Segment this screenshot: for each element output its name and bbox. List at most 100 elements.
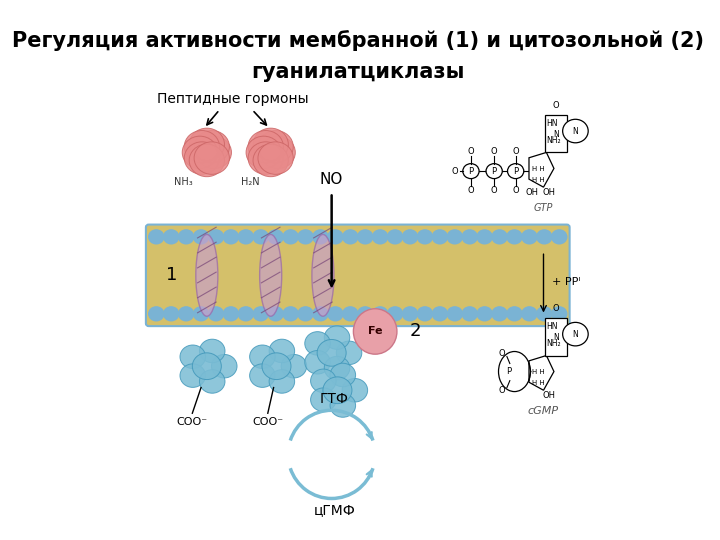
Text: O: O	[513, 186, 519, 195]
Text: Пептидные гормоны: Пептидные гормоны	[157, 92, 309, 106]
Circle shape	[260, 136, 295, 168]
Circle shape	[462, 230, 477, 244]
Circle shape	[492, 307, 507, 321]
Circle shape	[269, 339, 294, 363]
Text: COO⁻: COO⁻	[177, 417, 208, 427]
Circle shape	[310, 369, 336, 393]
Circle shape	[330, 394, 356, 417]
Circle shape	[223, 307, 238, 321]
Circle shape	[552, 230, 567, 244]
Circle shape	[180, 345, 205, 368]
Circle shape	[262, 353, 291, 380]
Circle shape	[313, 307, 328, 321]
Circle shape	[336, 341, 362, 365]
Circle shape	[223, 230, 238, 244]
Text: NH₂: NH₂	[546, 339, 560, 348]
Circle shape	[507, 307, 522, 321]
Circle shape	[317, 340, 346, 366]
Circle shape	[522, 307, 537, 321]
Circle shape	[402, 307, 418, 321]
Circle shape	[281, 354, 307, 378]
Circle shape	[507, 230, 522, 244]
Circle shape	[179, 307, 194, 321]
Circle shape	[323, 377, 352, 403]
Circle shape	[192, 353, 221, 380]
Text: 1: 1	[166, 266, 178, 285]
Circle shape	[149, 230, 164, 244]
Circle shape	[313, 230, 328, 244]
Text: H H: H H	[533, 166, 545, 172]
Circle shape	[492, 230, 507, 244]
Text: ГТФ: ГТФ	[320, 392, 349, 406]
Text: H₂N: H₂N	[241, 177, 260, 187]
Circle shape	[184, 142, 220, 174]
Circle shape	[387, 230, 402, 244]
Circle shape	[562, 119, 588, 143]
Text: H H: H H	[533, 380, 545, 386]
Text: Fe: Fe	[368, 327, 382, 336]
Circle shape	[462, 307, 477, 321]
Circle shape	[199, 370, 225, 393]
Circle shape	[387, 307, 402, 321]
Circle shape	[189, 128, 225, 161]
Ellipse shape	[196, 234, 218, 316]
Text: OH: OH	[526, 188, 539, 197]
Circle shape	[447, 307, 462, 321]
Circle shape	[432, 307, 447, 321]
Text: + PPᴵ: + PPᴵ	[552, 277, 581, 287]
Circle shape	[199, 339, 225, 363]
Circle shape	[330, 363, 356, 387]
Circle shape	[402, 230, 418, 244]
Circle shape	[418, 307, 433, 321]
Circle shape	[522, 230, 537, 244]
Text: O: O	[452, 167, 459, 176]
Polygon shape	[529, 152, 554, 187]
Circle shape	[343, 307, 358, 321]
Circle shape	[258, 142, 293, 174]
Circle shape	[194, 142, 230, 174]
Text: NO: NO	[320, 172, 343, 187]
Circle shape	[372, 230, 387, 244]
Circle shape	[253, 144, 288, 177]
Text: цГМФ: цГМФ	[314, 503, 356, 517]
Text: N: N	[553, 333, 559, 342]
Text: Регуляция активности мембранной (1) и цитозольной (2): Регуляция активности мембранной (1) и ци…	[12, 30, 703, 51]
Circle shape	[372, 307, 387, 321]
Circle shape	[418, 230, 433, 244]
Polygon shape	[544, 115, 567, 152]
Circle shape	[305, 332, 330, 355]
Circle shape	[163, 307, 179, 321]
Text: H H: H H	[533, 177, 545, 183]
Circle shape	[194, 230, 209, 244]
Circle shape	[447, 230, 462, 244]
Text: N: N	[572, 126, 578, 136]
Circle shape	[180, 364, 205, 387]
Text: H H: H H	[533, 369, 545, 375]
Circle shape	[328, 307, 343, 321]
Text: NH₂: NH₂	[546, 136, 560, 145]
Text: O: O	[552, 100, 559, 110]
Text: N: N	[572, 329, 578, 339]
Circle shape	[208, 307, 223, 321]
Circle shape	[486, 164, 503, 179]
Text: O: O	[491, 147, 498, 157]
Circle shape	[562, 322, 588, 346]
Circle shape	[182, 136, 217, 168]
Text: NH₃: NH₃	[174, 177, 193, 187]
Circle shape	[283, 230, 298, 244]
Circle shape	[196, 136, 231, 168]
Circle shape	[250, 345, 275, 368]
Polygon shape	[529, 355, 554, 390]
Ellipse shape	[354, 309, 397, 354]
Circle shape	[189, 144, 225, 177]
Circle shape	[358, 307, 373, 321]
Circle shape	[298, 230, 313, 244]
Ellipse shape	[260, 234, 282, 316]
Text: OH: OH	[543, 391, 556, 400]
Text: O: O	[498, 386, 505, 395]
Text: P: P	[492, 167, 497, 176]
Circle shape	[343, 230, 358, 244]
Circle shape	[184, 131, 220, 163]
Circle shape	[537, 307, 552, 321]
Circle shape	[328, 230, 343, 244]
